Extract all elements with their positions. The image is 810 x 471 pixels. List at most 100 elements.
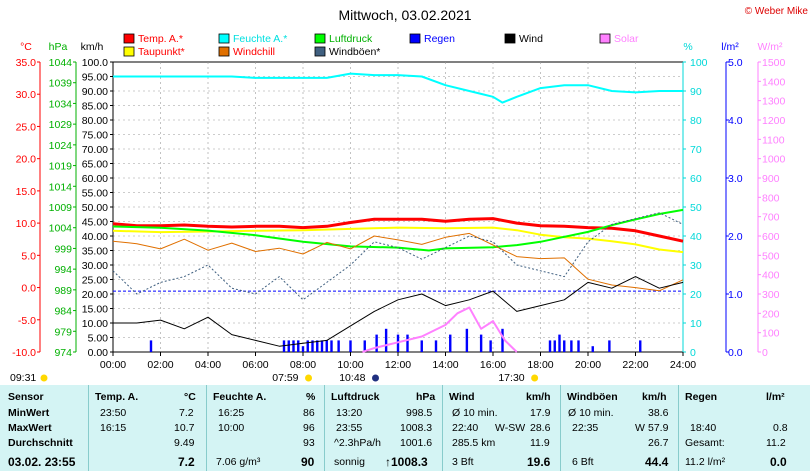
rain-header: Regen: [685, 391, 718, 403]
row-label-max: MaxWert: [8, 422, 52, 434]
credit-label: © Weber Mike: [745, 6, 809, 17]
pressure-avg: 1001.6: [400, 437, 433, 449]
tick-label-temp_c: 25.0: [16, 121, 37, 133]
rain-bars: [149, 328, 642, 352]
rain-bar: [363, 340, 366, 352]
rain-bar: [591, 346, 594, 352]
unit-label-rain: l/m²: [721, 41, 739, 53]
event-marker-sunset: [531, 374, 539, 382]
tick-label-wind_kmh: 35.00: [82, 246, 108, 258]
tick-label-humidity_pct: 0: [690, 347, 696, 359]
wind-avg10-label: Ø 10 min.: [452, 407, 498, 419]
x-tick-label: 12:00: [385, 359, 411, 371]
axis-units: °C hPa km/h% l/m² W/m²: [20, 41, 783, 53]
rain-bar: [282, 340, 286, 352]
tick-label-wind_kmh: 85.00: [82, 101, 108, 113]
tick-label-temp_c: 5.0: [21, 250, 36, 262]
tick-label-humidity_pct: 40: [690, 231, 702, 243]
tick-label-humidity_pct: 90: [690, 86, 702, 98]
unit-label-wind: km/h: [81, 41, 104, 53]
rain-bar: [149, 340, 153, 352]
humidity-max-time: 10:00: [218, 422, 245, 434]
tick-label-temp_c: 30.0: [16, 89, 37, 101]
gust-max-time: 22:35: [572, 422, 599, 434]
tick-label-solar_wm2: 700: [762, 212, 780, 224]
legend-label: Windböen*: [329, 46, 380, 58]
unit-label-temp: °C: [20, 41, 32, 53]
tick-label-humidity_pct: 20: [690, 289, 702, 301]
tick-label-rain_lm2: 2.0: [728, 231, 743, 243]
rain-bar: [553, 340, 556, 352]
temp-max-time: 16:15: [100, 422, 127, 434]
legend-swatch: [218, 33, 230, 44]
tick-label-solar_wm2: 500: [762, 250, 780, 262]
rain-bar: [501, 328, 504, 352]
sensor-header: Sensor: [8, 391, 44, 403]
tick-label-solar_wm2: 1200: [762, 115, 786, 127]
event-marker-sunrise: [305, 374, 313, 382]
series-luftdruck: [112, 208, 684, 252]
grid: [112, 61, 684, 353]
tick-label-pressure_hpa: 1004: [49, 223, 73, 235]
rain-bar: [320, 340, 324, 352]
unit-label-pressure: hPa: [49, 41, 68, 53]
temp-unit: °C: [184, 391, 196, 403]
tick-label-wind_kmh: 15.00: [82, 304, 108, 316]
tick-label-wind_kmh: 30.00: [82, 260, 108, 272]
tick-label-rain_lm2: 0.0: [728, 347, 743, 359]
rain-bar: [449, 334, 452, 352]
rain-bar: [577, 340, 580, 352]
tick-label-wind_kmh: 45.00: [82, 217, 108, 229]
tick-label-solar_wm2: 400: [762, 270, 780, 282]
tick-label-temp_c: -5.0: [18, 315, 36, 327]
rain-bar: [311, 340, 314, 352]
tick-label-pressure_hpa: 989: [54, 285, 72, 297]
gust-current: 44.4: [645, 455, 669, 469]
pressure-max-time: 23:55: [336, 422, 363, 434]
pressure-min-time: 13:20: [336, 407, 363, 419]
legend-swatch: [409, 33, 421, 44]
tick-label-temp_c: 10.0: [16, 218, 37, 230]
tick-label-pressure_hpa: 984: [54, 306, 72, 318]
tick-label-rain_lm2: 1.0: [728, 289, 743, 301]
rain-bar: [375, 334, 378, 352]
rain-max-time: 18:40: [690, 422, 717, 434]
tick-label-pressure_hpa: 974: [54, 347, 72, 359]
tick-label-wind_kmh: 75.00: [82, 130, 108, 142]
tick-label-solar_wm2: 600: [762, 231, 780, 243]
legend-swatch: [218, 46, 230, 57]
rain-bar: [548, 340, 552, 352]
rain-bar: [479, 334, 483, 352]
legend-label: Windchill: [233, 46, 275, 58]
legend-swatch: [314, 33, 326, 44]
tick-label-wind_kmh: 70.00: [82, 144, 108, 156]
rain-bar: [306, 340, 309, 352]
unit-label-solar: W/m²: [757, 41, 783, 53]
rain-bar: [406, 334, 409, 352]
tick-label-humidity_pct: 100: [690, 57, 708, 69]
wind-bft: 3 Bft: [452, 456, 474, 468]
legend-label: Wind: [519, 33, 543, 45]
series-feuchte-a: [113, 72, 683, 104]
x-ticks: 00:00 02:00 04:00 06:00 08:00 10:00 12:00 14:00…: [100, 352, 696, 371]
humidity-unit: %: [306, 391, 316, 403]
tick-label-wind_kmh: 10.00: [82, 318, 108, 330]
tick-label-wind_kmh: 60.00: [82, 173, 108, 185]
rain-bar: [287, 340, 290, 352]
rain-bar: [337, 340, 340, 352]
rain-current: 0.0: [770, 455, 787, 469]
event-label-now: 09:31: [10, 372, 36, 384]
series-wind: [113, 276, 684, 347]
legend-label: Taupunkt*: [138, 46, 185, 58]
wind-max-dir: W-SW: [495, 422, 526, 434]
legend-label: Luftdruck: [329, 33, 373, 45]
tick-label-humidity_pct: 80: [690, 115, 702, 127]
x-tick-label: 08:00: [290, 359, 316, 371]
x-tick-label: 20:00: [575, 359, 601, 371]
legend-swatch: [504, 33, 516, 44]
pressure-max: 1008.3: [400, 422, 433, 434]
legend: Temp. A.* Feuchte A.* Luftdruck Regen Wind So…: [123, 33, 639, 58]
humidity-current: 90: [301, 455, 315, 469]
rain-max: 0.8: [773, 422, 788, 434]
wind-avg: 11.9: [530, 437, 550, 449]
